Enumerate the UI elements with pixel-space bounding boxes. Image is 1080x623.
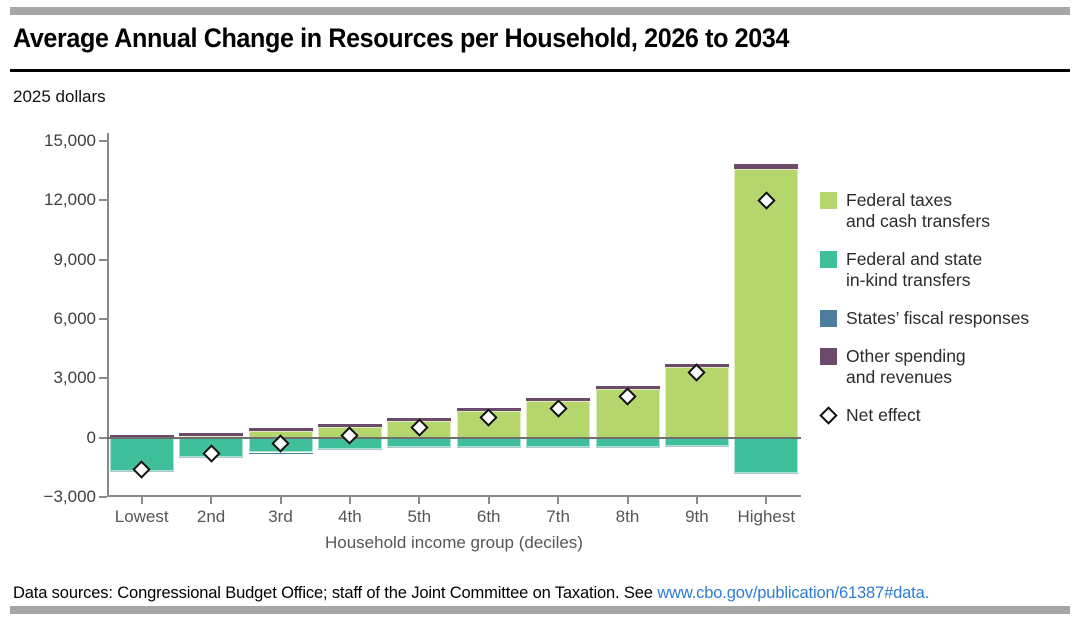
x-tick-label-Lowest: Lowest bbox=[114, 507, 169, 526]
cbo-publication-link[interactable]: www.cbo.gov/publication/61387#data. bbox=[657, 584, 930, 602]
y-axis-unit-label: 2025 dollars bbox=[13, 87, 106, 106]
legend-item-net-effect: Net effect bbox=[819, 405, 1075, 426]
y-tick-label: 0 bbox=[86, 427, 96, 447]
bar-segment-Highest-blue bbox=[734, 473, 799, 475]
x-tick-mark bbox=[765, 497, 768, 504]
legend-label-net-effect: Net effect bbox=[846, 405, 921, 425]
plot-area bbox=[99, 133, 801, 504]
legend-label-other-spending: Other spending and revenues bbox=[846, 346, 966, 387]
bar-segment-5th-teal bbox=[387, 437, 452, 447]
bar-segment-3rd-green bbox=[248, 430, 313, 438]
legend-swatch-green-icon bbox=[820, 192, 837, 209]
x-tick-mark bbox=[418, 497, 421, 504]
data-sources-text: Data sources: Congressional Budget Offic… bbox=[13, 584, 658, 602]
bar-segment-3rd-purple bbox=[248, 427, 313, 431]
x-tick-label-2nd: 2nd bbox=[196, 507, 226, 526]
y-tick-label: 6,000 bbox=[53, 309, 96, 328]
bar-segment-5th-blue bbox=[387, 446, 452, 448]
y-axis-line bbox=[107, 133, 109, 497]
bar-segment-6th-blue bbox=[456, 446, 521, 448]
y-tick-mark bbox=[99, 377, 107, 380]
bar-segment-6th-teal bbox=[456, 437, 521, 447]
x-tick-label-9th: 9th bbox=[685, 507, 709, 526]
bar-segment-9th-teal bbox=[664, 437, 729, 446]
x-axis-line bbox=[107, 495, 801, 497]
x-tick-label-4th: 4th bbox=[338, 507, 362, 526]
legend-swatch-blue-icon bbox=[820, 310, 837, 327]
x-axis-tick-labels: Lowest 2nd 3rd 4th 5th 6th 7th 8th 9th Highest bbox=[107, 507, 801, 529]
legend-swatch-purple-icon bbox=[820, 348, 837, 365]
page-title: Average Annual Change in Resources per H… bbox=[13, 23, 790, 53]
y-tick-label: 3,000 bbox=[53, 368, 96, 388]
y-tick-label: −3,000 bbox=[43, 487, 96, 506]
x-tick-mark bbox=[140, 497, 143, 504]
bar-segment-Highest-teal bbox=[734, 437, 799, 474]
x-axis-title: Household income group (deciles) bbox=[325, 533, 583, 552]
legend-item-federal-taxes: Federal taxes and cash transfers bbox=[820, 190, 1075, 232]
y-tick-mark bbox=[99, 258, 107, 261]
x-tick-label-3rd: 3rd bbox=[268, 507, 293, 526]
bar-segment-Highest-purple bbox=[734, 163, 799, 169]
bar-segment-2nd-purple bbox=[179, 432, 244, 436]
legend-item-in-kind-transfers: Federal and state in-kind transfers bbox=[820, 249, 1075, 291]
y-tick-mark bbox=[99, 318, 107, 320]
bar-segment-7th-teal bbox=[526, 437, 591, 447]
net-effect-diamond-icon bbox=[819, 406, 838, 425]
y-tick-mark bbox=[99, 140, 107, 142]
legend-item-states-responses: States’ fiscal responses bbox=[820, 308, 1075, 329]
bar-segment-Lowest-purple bbox=[109, 434, 174, 437]
bar-segment-9th-blue bbox=[664, 445, 729, 447]
x-tick-mark bbox=[210, 497, 213, 504]
x-tick-mark bbox=[348, 497, 351, 504]
x-tick-mark bbox=[279, 497, 282, 504]
y-tick-mark bbox=[99, 436, 107, 439]
x-tick-label-7th: 7th bbox=[546, 507, 570, 526]
legend: Federal taxes and cash transfers Federal a… bbox=[819, 190, 1075, 443]
x-tick-label-5th: 5th bbox=[407, 507, 432, 526]
legend-label-federal-taxes: Federal taxes and cash transfers bbox=[846, 190, 990, 231]
x-tick-mark bbox=[626, 497, 629, 504]
legend-label-states-responses: States’ fiscal responses bbox=[846, 308, 1030, 328]
bar-segment-7th-blue bbox=[526, 446, 591, 448]
bar-segment-8th-blue bbox=[595, 446, 660, 448]
bottom-border-rule bbox=[10, 606, 1070, 614]
top-border-rule bbox=[10, 7, 1070, 15]
bar-segment-3rd-blue bbox=[248, 452, 313, 454]
bar-segment-8th-teal bbox=[595, 437, 660, 447]
x-tick-label-Highest: Highest bbox=[737, 507, 796, 526]
bar-segment-Highest-green bbox=[734, 168, 799, 438]
data-sources-note: Data sources: Congressional Budget Offic… bbox=[13, 584, 929, 603]
x-tick-mark bbox=[557, 497, 560, 504]
x-tick-mark bbox=[487, 497, 490, 504]
legend-swatch-teal-icon bbox=[820, 251, 837, 268]
y-tick-label: 12,000 bbox=[44, 190, 96, 210]
y-tick-label: 15,000 bbox=[44, 131, 96, 150]
x-tick-label-6th: 6th bbox=[476, 507, 501, 526]
y-tick-label: 9,000 bbox=[53, 249, 96, 269]
zero-line bbox=[107, 436, 801, 439]
y-tick-mark bbox=[99, 496, 107, 498]
x-tick-label-8th: 8th bbox=[615, 507, 640, 526]
legend-label-in-kind-transfers: Federal and state in-kind transfers bbox=[846, 249, 983, 290]
title-divider-rule bbox=[10, 69, 1070, 72]
y-tick-mark bbox=[99, 199, 107, 202]
legend-item-other-spending: Other spending and revenues bbox=[820, 346, 1075, 388]
bar-segment-4th-blue bbox=[317, 448, 382, 450]
x-tick-mark bbox=[695, 497, 698, 504]
y-axis-labels: 15,000 12,000 9,000 6,000 3,000 0 −3,000 bbox=[0, 131, 96, 506]
bar-segment-4th-purple bbox=[317, 423, 382, 427]
